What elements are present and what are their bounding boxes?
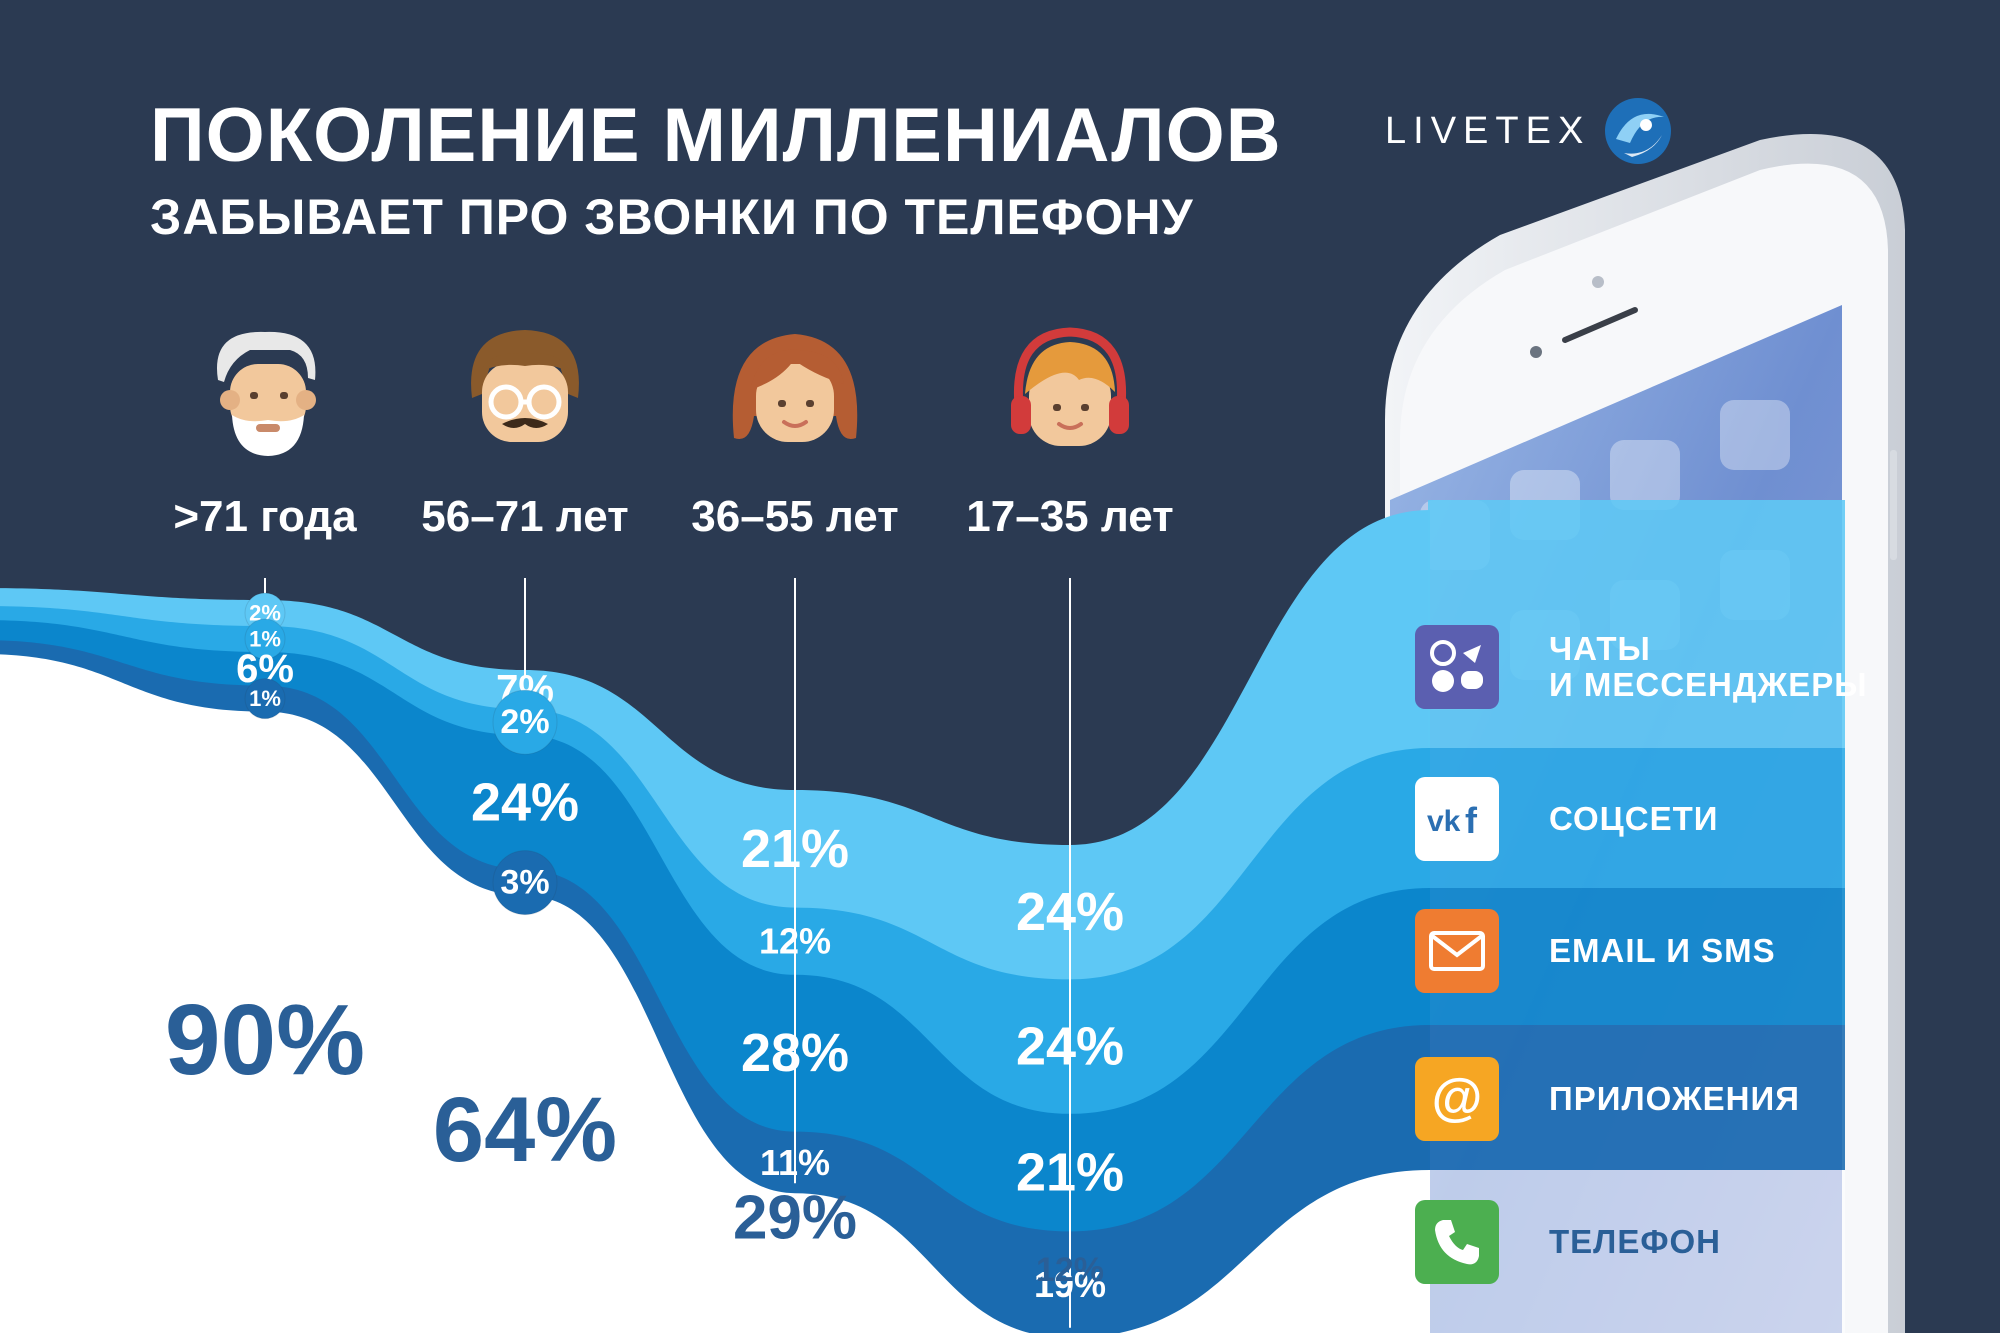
speaker-grille [1562,307,1638,343]
legend-item-apps: @ ПРИЛОЖЕНИЯ [1415,1057,1800,1141]
value-label: 11% [760,1142,830,1183]
value-label: 90% [165,984,365,1096]
value-labels: 2%1%6%1%90%7%2%24%3%64%21%12%28%11%29%24… [165,592,1124,1305]
value-label: 28% [741,1023,849,1083]
age-label: 36–55 лет [691,492,899,541]
globe-icon [1605,98,1672,164]
svg-text:@: @ [1432,1071,1483,1127]
value-label: 1% [249,627,281,652]
value-bubble [492,850,558,916]
value-bubble [492,689,558,755]
value-label: 3% [500,864,549,902]
elderly-man-avatar [216,331,316,456]
logo-text: LIVETEX [1385,109,1591,152]
legend-item-phone: ТЕЛЕФОН [1415,1200,1721,1284]
age-label: 17–35 лет [966,492,1174,541]
value-label: 21% [1016,1143,1124,1203]
column-stems [264,578,1071,1328]
value-label: 12% [759,921,831,962]
page-subtitle: ЗАБЫВАЕТ ПРО ЗВОНКИ ПО ТЕЛЕФОНУ [150,189,1194,245]
legend-label: ЧАТЫ И МЕССЕНДЖЕРЫ [1549,630,1868,703]
legend-item-messengers: ЧАТЫ И МЕССЕНДЖЕРЫ [1415,625,1868,709]
page-title: ПОКОЛЕНИЕ МИЛЛЕНИАЛОВ [150,93,1282,178]
legend-label: СОЦСЕТИ [1549,800,1719,837]
value-label: 12% [1036,1251,1104,1289]
value-label: 19% [1034,1264,1106,1305]
livetex-logo: LIVETEX [1385,96,1685,166]
value-label: 64% [433,1079,617,1181]
woman-avatar [732,334,858,442]
legend-item-social: vk f СОЦСЕТИ [1415,777,1719,861]
front-camera [1592,276,1604,288]
legend-bands [1428,500,1845,1333]
phone-handset-icon [1415,1200,1499,1284]
value-label: 1% [249,686,281,711]
age-label: >71 года [173,492,357,541]
side-button [1890,450,1897,560]
value-label: 24% [1016,882,1124,942]
at-sign-icon: @ [1415,1057,1499,1141]
value-label: 29% [733,1184,857,1253]
svg-text:f: f [1465,800,1478,839]
legend-label: ПРИЛОЖЕНИЯ [1549,1080,1800,1117]
legend-label: EMAIL И SMS [1549,932,1776,969]
young-person-with-headphones-avatar [1011,327,1129,446]
value-bubble [244,678,286,720]
legend-item-email: EMAIL И SMS [1415,909,1776,993]
age-label: 56–71 лет [421,492,629,541]
middle-aged-man-with-glasses-avatar [471,330,579,442]
legend-band [1428,500,1845,748]
stream-layer [0,654,1430,1333]
vk-facebook-icon: vk f [1415,777,1499,861]
messengers-icon [1415,625,1499,709]
value-bubble [244,618,286,660]
sensor [1530,346,1542,358]
value-label: 24% [1016,1017,1124,1077]
value-label: 24% [471,772,579,832]
stream-areas [0,510,1430,1333]
svg-text:vk: vk [1427,805,1461,838]
value-label: 21% [741,819,849,879]
legend-label: ТЕЛЕФОН [1549,1223,1721,1260]
envelope-icon [1415,909,1499,993]
value-label: 2% [500,703,549,741]
